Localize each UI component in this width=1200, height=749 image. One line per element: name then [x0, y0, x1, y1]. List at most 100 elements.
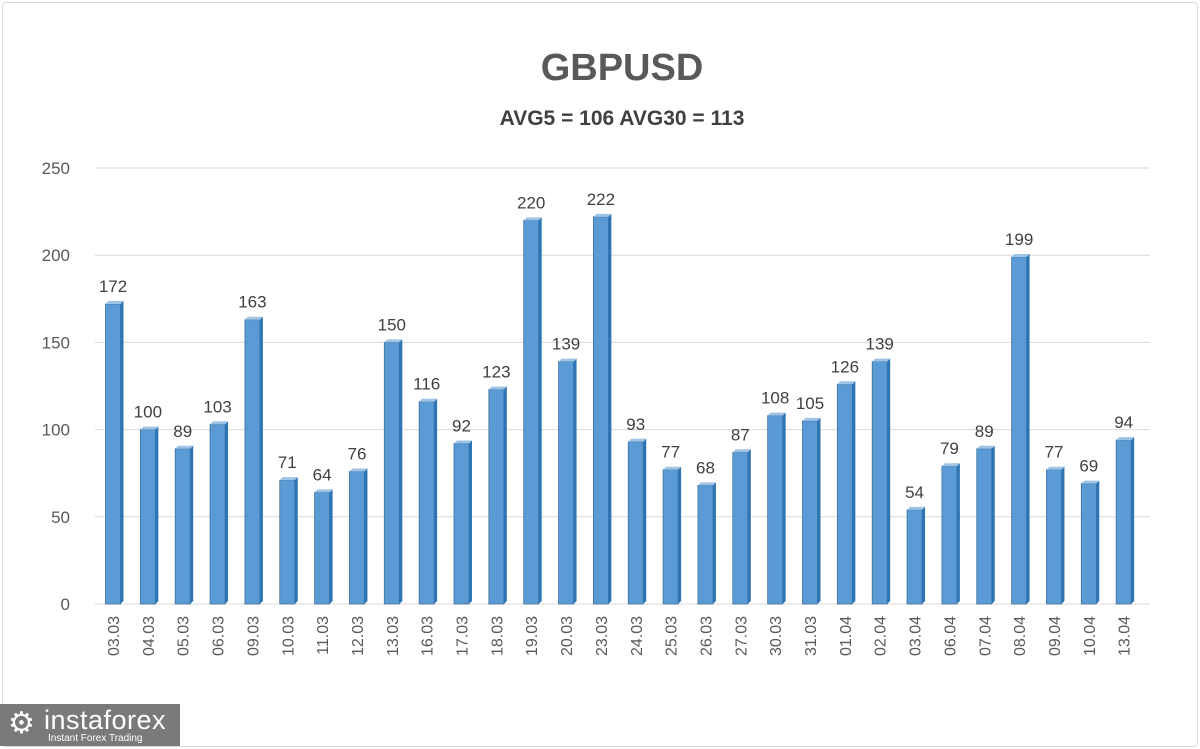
bar-top: [349, 468, 368, 472]
bar-top: [488, 386, 507, 390]
bar-side: [887, 358, 891, 604]
x-tick-label: 13.04: [1117, 616, 1134, 656]
bar: [314, 491, 331, 605]
bar: [1046, 469, 1062, 605]
data-label: 220: [517, 193, 545, 212]
bar-top: [697, 482, 716, 486]
bar-side: [120, 301, 124, 604]
bar-side: [782, 412, 786, 604]
data-label: 89: [975, 422, 994, 441]
bar-side: [399, 339, 403, 604]
bar-side: [155, 426, 159, 604]
bar-side: [538, 217, 542, 604]
bar-side: [817, 417, 821, 604]
x-tick-label: 05.03: [176, 616, 193, 656]
data-label: 54: [905, 483, 924, 502]
bar: [662, 469, 679, 605]
bar-side: [329, 489, 333, 604]
y-tick-label: 150: [42, 333, 70, 352]
data-label: 105: [796, 394, 824, 413]
bar: [1115, 439, 1132, 605]
bar: [453, 443, 470, 605]
bar-side: [712, 482, 716, 604]
bar-top: [384, 339, 403, 343]
bar-side: [294, 477, 298, 604]
gear-logo-icon: ⚙: [8, 707, 35, 740]
y-tick-label: 0: [61, 595, 70, 614]
x-tick-label: 16.03: [420, 616, 437, 656]
bar-top: [1046, 466, 1065, 470]
bar: [244, 319, 261, 605]
bar: [836, 383, 853, 605]
chart-title: GBPUSD: [541, 47, 704, 89]
bar-side: [852, 381, 856, 604]
bar: [209, 423, 226, 605]
data-label: 92: [452, 417, 471, 436]
bar-top: [279, 477, 298, 481]
bar: [941, 465, 958, 605]
x-tick-label: 18.03: [489, 616, 506, 656]
y-tick-label: 100: [42, 421, 70, 440]
x-tick-label: 04.03: [141, 616, 158, 656]
bar-top: [210, 421, 229, 425]
data-label: 116: [413, 375, 440, 394]
data-label: 93: [626, 415, 645, 434]
x-tick-label: 06.04: [942, 616, 959, 656]
bar-top: [523, 217, 542, 221]
bar-top: [558, 358, 577, 362]
logo-tagline: Instant Forex Trading: [48, 733, 143, 744]
bar-top: [175, 445, 194, 449]
x-tick-label: 12.03: [350, 616, 367, 656]
bar-side: [364, 468, 368, 604]
y-tick-label: 250: [42, 159, 70, 178]
bar-side: [469, 440, 472, 604]
chart-subtitle: AVG5 = 106 AVG30 = 113: [500, 107, 745, 130]
bar-side: [643, 438, 647, 604]
data-label: 76: [347, 444, 366, 463]
bar-top: [454, 440, 472, 444]
bar: [523, 219, 540, 605]
bar-top: [802, 417, 821, 421]
bar-top: [105, 301, 124, 305]
bar-side: [190, 445, 194, 604]
data-label: 139: [552, 335, 580, 354]
bar-top: [593, 213, 612, 217]
bar: [732, 451, 749, 605]
bar-top: [907, 506, 926, 510]
data-label: 64: [313, 465, 332, 484]
bar-top: [628, 438, 647, 442]
bar-top: [314, 489, 333, 493]
data-label: 139: [866, 335, 894, 354]
bar: [349, 471, 365, 605]
bar-side: [678, 466, 682, 604]
x-tick-label: 09.04: [1047, 616, 1064, 656]
bar-top: [732, 449, 751, 453]
bar: [871, 361, 888, 605]
bar-top: [941, 463, 960, 467]
bar: [1011, 256, 1027, 605]
bar: [593, 216, 609, 605]
y-tick-label: 200: [42, 246, 70, 265]
bar-top: [837, 381, 856, 385]
x-tick-label: 09.03: [245, 616, 262, 656]
data-label: 94: [1114, 413, 1133, 432]
bar-side: [225, 421, 229, 604]
x-tick-label: 27.03: [733, 616, 750, 656]
data-label: 126: [831, 357, 859, 376]
bar-top: [1011, 253, 1030, 257]
x-tick-label: 01.04: [838, 616, 855, 656]
bar-top: [663, 466, 682, 470]
x-tick-label: 02.04: [873, 616, 890, 656]
data-label: 77: [1044, 443, 1063, 462]
bar-top: [244, 316, 263, 320]
data-label: 79: [940, 439, 959, 458]
bar-top: [419, 398, 438, 402]
bar-top: [1116, 437, 1135, 441]
bar-side: [956, 463, 960, 604]
bar-top: [976, 445, 995, 449]
y-tick-label: 50: [51, 508, 70, 527]
bar: [105, 303, 121, 605]
x-tick-label: 26.03: [698, 616, 715, 656]
